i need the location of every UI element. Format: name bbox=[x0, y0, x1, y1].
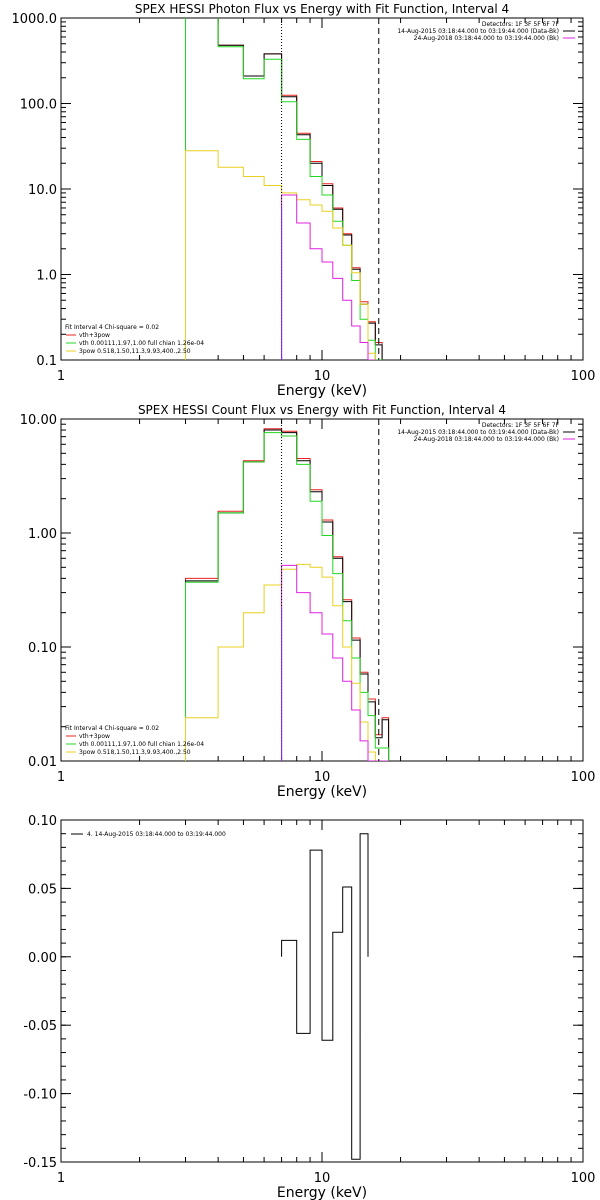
chart-panel-3: 1 10 100 Energy (keV) -0.15 -0.10 -0.05 0.00 0.0… bbox=[23, 814, 595, 1200]
series-line-2 bbox=[185, 429, 390, 761]
legend-entry: Fit Interval 4 Chi-square = 0.02 bbox=[65, 725, 159, 732]
series-line-1 bbox=[185, 18, 390, 360]
series-line-5 bbox=[281, 194, 376, 360]
y-tick-label: -0.15 bbox=[23, 1156, 57, 1171]
y-tick-label: 0.10 bbox=[28, 814, 57, 829]
legend-entry: 14-Aug-2015 03:18:44.000 to 03:19:44.000… bbox=[397, 429, 559, 436]
legend-entry: vth+3pow bbox=[79, 733, 110, 740]
legend-entry: vth 0.00111,1.97,1.00 full chian 1.26e-0… bbox=[79, 741, 204, 748]
chart-panel-2: SPEX HESSI Count Flux vs Energy with Fit… bbox=[20, 403, 596, 800]
x-axis-label: Energy (keV) bbox=[277, 1185, 367, 1200]
y-tick-label: 0.05 bbox=[28, 882, 57, 897]
legend-entry: Detectors: 1F 3F 5F 6F 7F bbox=[482, 21, 560, 28]
series-group bbox=[185, 18, 390, 360]
y-axis: 0.01 0.10 1.00 10.00 bbox=[20, 413, 583, 770]
y-tick-label: 0.1 bbox=[36, 354, 57, 369]
x-tick-label: 100 bbox=[571, 770, 596, 785]
y-tick-label: 0.10 bbox=[28, 641, 57, 656]
legend-entry: Fit Interval 4 Chi-square = 0.02 bbox=[65, 324, 159, 331]
legend-entry: 3pow 0.518,1.50,11.3,9.93,400.,2.50 bbox=[79, 749, 191, 756]
x-axis-label: Energy (keV) bbox=[277, 383, 367, 399]
y-axis: 0.1 1.0 10.0 100.0 1000.0 bbox=[12, 12, 583, 369]
y-tick-label: 0.01 bbox=[28, 755, 57, 770]
legend-entry: 24-Aug-2018 03:18:44.000 to 03:19:44.000… bbox=[414, 436, 559, 443]
series-group bbox=[185, 419, 390, 761]
y-tick-label: 100.0 bbox=[20, 98, 57, 113]
x-tick-label: 10 bbox=[314, 770, 331, 785]
series-line-3 bbox=[185, 18, 383, 360]
series-line-4 bbox=[185, 150, 376, 360]
x-tick-label: 1 bbox=[57, 770, 65, 785]
legend-entry: Detectors: 1F 3F 5F 6F 7F bbox=[482, 422, 560, 429]
x-tick-label: 1 bbox=[57, 1171, 65, 1186]
legend-left: 4. 14-Aug-2015 03:18:44.000 to 03:19:44.… bbox=[71, 831, 226, 838]
x-tick-label: 1 bbox=[57, 369, 65, 384]
legend-entry: 4. 14-Aug-2015 03:18:44.000 to 03:19:44.… bbox=[87, 831, 226, 838]
legend-entry: 14-Aug-2015 03:18:44.000 to 03:19:44.000… bbox=[397, 28, 559, 35]
x-tick-label: 10 bbox=[314, 1171, 331, 1186]
y-tick-label: 1.0 bbox=[36, 269, 57, 284]
plot-frame bbox=[60, 418, 584, 762]
y-tick-label: -0.05 bbox=[23, 1019, 57, 1034]
legend-left: Fit Interval 4 Chi-square = 0.02vth+3pow… bbox=[65, 725, 204, 756]
x-axis: 1 10 100 bbox=[57, 820, 596, 1186]
y-tick-label: -0.10 bbox=[23, 1088, 57, 1103]
legend-entry: 24-Aug-2018 03:18:44.000 to 03:19:44.000… bbox=[414, 35, 559, 42]
y-axis: -0.15 -0.10 -0.05 0.00 0.05 0.10 bbox=[23, 814, 583, 1171]
x-tick-label: 100 bbox=[571, 369, 596, 384]
y-tick-label: 1.00 bbox=[28, 527, 57, 542]
x-axis-label: Energy (keV) bbox=[277, 784, 367, 800]
series-line-1 bbox=[185, 428, 390, 761]
series-line-2 bbox=[185, 18, 390, 360]
y-tick-label: 1000.0 bbox=[12, 12, 58, 27]
legend-entry: 3pow 0.518,1.50,11.3,9.93,400.,2.50 bbox=[79, 348, 191, 355]
x-axis: 1 10 100 bbox=[57, 419, 596, 785]
legend-entry: vth 0.00111,1.97,1.00 full chian 1.26e-0… bbox=[79, 340, 204, 347]
x-tick-label: 10 bbox=[314, 369, 331, 384]
x-tick-label: 100 bbox=[571, 1171, 596, 1186]
series-line-3 bbox=[185, 432, 390, 761]
series-group bbox=[281, 833, 369, 1160]
y-tick-label: 10.0 bbox=[28, 183, 57, 198]
chart-panel-1: SPEX HESSI Photon Flux vs Energy with Fi… bbox=[12, 2, 596, 399]
legend-left: Fit Interval 4 Chi-square = 0.02vth+3pow… bbox=[65, 324, 204, 355]
y-tick-label: 0.00 bbox=[28, 951, 57, 966]
chart-title: SPEX HESSI Photon Flux vs Energy with Fi… bbox=[135, 2, 509, 16]
series-line-5 bbox=[281, 564, 390, 761]
y-tick-label: 10.00 bbox=[20, 413, 57, 428]
series-line-4 bbox=[185, 563, 390, 761]
legend-entry: vth+3pow bbox=[79, 332, 110, 339]
chart-title: SPEX HESSI Count Flux vs Energy with Fit… bbox=[138, 403, 506, 417]
series-line-1 bbox=[281, 833, 369, 1160]
